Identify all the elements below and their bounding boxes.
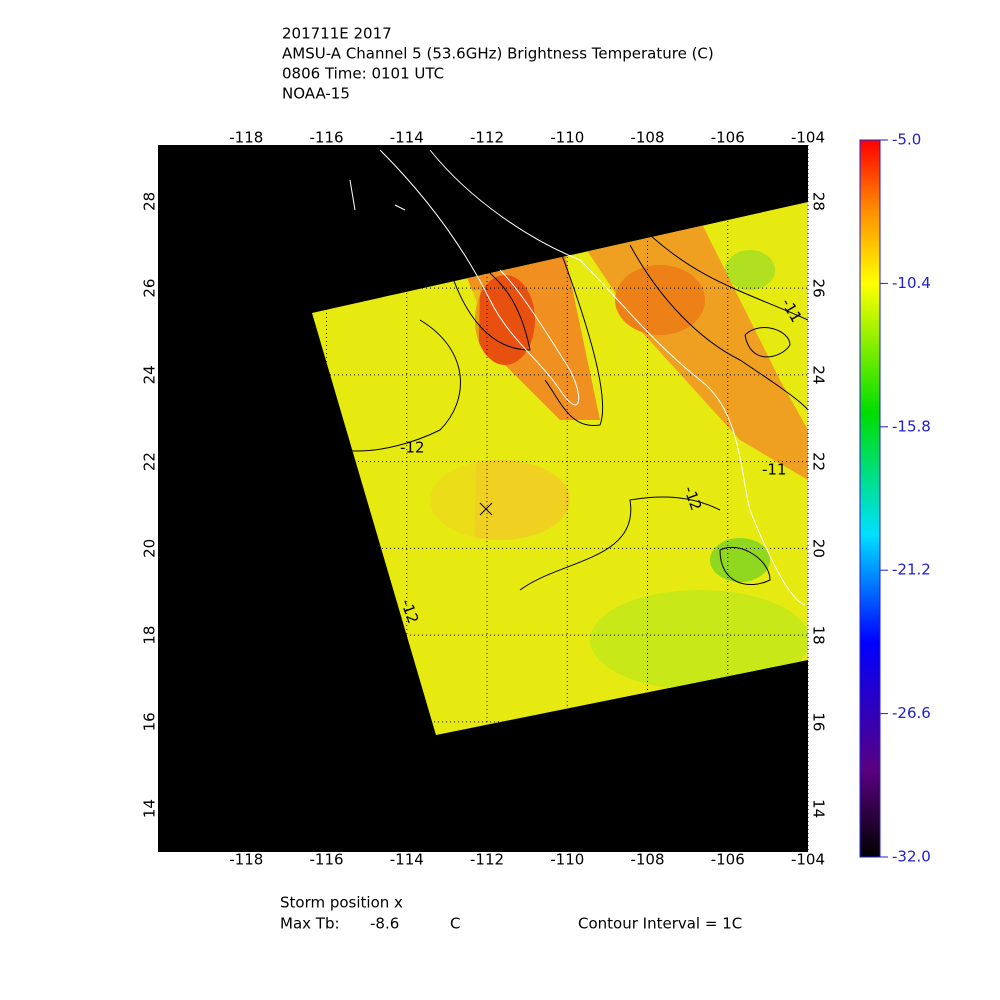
grid: -118 -118 -116 -116 -114 -114 -112 -112 -110 -110…	[141, 129, 828, 869]
storm-marker	[479, 502, 493, 516]
colorbar-tick-label: -10.4	[892, 274, 931, 292]
lon-tick-label: -104	[791, 851, 825, 869]
lat-tick-label: 28	[141, 192, 159, 211]
contour-label: -12	[400, 439, 425, 457]
colorbar-tick-label: -5.0	[892, 131, 921, 149]
max-tb-value: -8.6	[370, 915, 399, 933]
contour-label: -11	[762, 461, 787, 479]
lon-tick-label: -108	[630, 851, 664, 869]
lat-tick-label: 20	[810, 539, 828, 558]
colorbar-ticks: -5.0 -10.4 -15.8 -21.2 -26.6 -32.0	[880, 131, 931, 866]
lon-tick-label: -106	[711, 129, 745, 147]
colorbar-tick-label: -32.0	[892, 848, 931, 866]
lon-tick-label: -112	[470, 851, 504, 869]
lat-tick-label: 14	[141, 799, 159, 818]
lat-tick-label: 28	[810, 192, 828, 211]
lon-tick-label: -110	[550, 851, 584, 869]
lon-tick-label: -116	[309, 851, 343, 869]
lon-tick-label: -104	[791, 129, 825, 147]
lat-tick-label: 16	[141, 712, 159, 731]
max-tb-unit: C	[450, 915, 460, 933]
lat-tick-label: 22	[810, 452, 828, 471]
colorbar-tick-label: -15.8	[892, 417, 931, 435]
header: 201711E 2017 AMSU-A Channel 5 (53.6GHz) B…	[282, 25, 714, 103]
contour-interval: Contour Interval = 1C	[578, 915, 742, 933]
lon-tick-label: -118	[229, 851, 263, 869]
lon-tick-label: -106	[711, 851, 745, 869]
lat-tick-label: 26	[141, 279, 159, 298]
colorbar	[859, 139, 881, 858]
storm-note: Storm position x	[280, 894, 403, 912]
lat-tick-label: 18	[141, 626, 159, 645]
lon-tick-label: -114	[390, 851, 424, 869]
lon-tick-label: -108	[630, 129, 664, 147]
title-line: 0806 Time: 0101 UTC	[282, 65, 444, 83]
colorbar-tick-label: -26.6	[892, 704, 931, 722]
lon-tick-label: -114	[390, 129, 424, 147]
lon-tick-label: -112	[470, 129, 504, 147]
lat-tick-label: 18	[810, 626, 828, 645]
lat-tick-label: 26	[810, 279, 828, 298]
title-line: 201711E 2017	[282, 25, 392, 43]
lat-tick-label: 22	[141, 452, 159, 471]
coastline	[349, 149, 806, 606]
lat-tick-label: 24	[810, 365, 828, 384]
title-line: AMSU-A Channel 5 (53.6GHz) Brightness Te…	[282, 45, 714, 63]
colorbar-tick-label: -21.2	[892, 561, 931, 579]
max-tb-label: Max Tb:	[280, 915, 340, 933]
lat-tick-label: 20	[141, 539, 159, 558]
title-line: NOAA-15	[282, 85, 350, 103]
lat-tick-label: 16	[810, 712, 828, 731]
lon-tick-label: -110	[550, 129, 584, 147]
lon-tick-label: -118	[229, 129, 263, 147]
lat-tick-label: 24	[141, 365, 159, 384]
lat-tick-label: 14	[810, 799, 828, 818]
lon-tick-label: -116	[309, 129, 343, 147]
